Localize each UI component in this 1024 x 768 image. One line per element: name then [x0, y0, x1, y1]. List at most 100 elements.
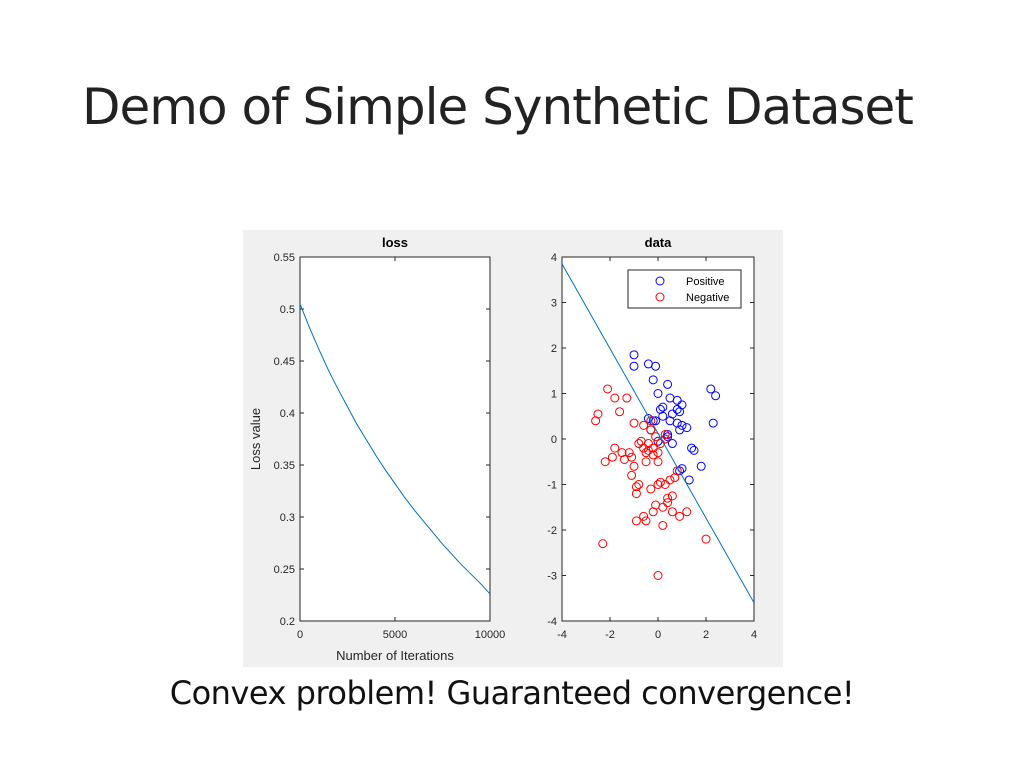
positive-point	[677, 420, 687, 430]
loss-ticks: 0 5000 10000 0.2 0.25 0.3 0.35 0.4 0.45 0.5 0.55	[274, 252, 506, 641]
loss-ytick-label: 0.35	[274, 460, 295, 472]
positive-point	[687, 443, 697, 453]
data-ytick-label: -4	[547, 616, 557, 628]
negative-point	[682, 507, 692, 517]
negative-point	[641, 448, 651, 458]
negative-point	[670, 473, 680, 483]
loss-ytick-label: 0.55	[274, 252, 295, 264]
negative-point	[600, 457, 610, 467]
data-ytick-label: -3	[547, 571, 557, 583]
negative-point	[658, 520, 668, 530]
data-ytick-label: 1	[551, 389, 557, 401]
negative-point	[629, 461, 639, 471]
negative-point	[667, 507, 677, 517]
loss-xtick-label: 10000	[475, 629, 506, 641]
legend: Positive Negative	[627, 269, 742, 309]
negative-point	[639, 511, 649, 521]
negative-point	[617, 448, 627, 458]
negative-point	[619, 454, 629, 464]
legend-negative-label: Negative	[686, 292, 729, 304]
negative-point	[631, 482, 641, 492]
loss-xlabel: Number of Iterations	[336, 648, 454, 663]
negative-point	[663, 493, 673, 503]
negative-point	[655, 439, 665, 449]
data-ticks: -4 -2 0 2 4 -4 -3 -2 -1 0 1 2 3 4	[547, 252, 757, 641]
negative-point	[639, 443, 649, 453]
legend-positive-label: Positive	[686, 276, 725, 288]
loss-ytick-label: 0.3	[280, 512, 295, 524]
negative-point	[646, 484, 656, 494]
negative-point	[648, 443, 658, 453]
loss-axes-box	[299, 256, 491, 622]
data-xtick-label: 4	[751, 629, 757, 641]
negative-point	[665, 475, 675, 485]
negative-point	[653, 448, 663, 458]
data-title: data	[645, 235, 673, 250]
loss-title: loss	[382, 235, 408, 250]
negative-point	[641, 457, 651, 467]
data-axes-box	[561, 256, 755, 622]
negative-point	[634, 480, 644, 489]
negative-point	[624, 448, 634, 458]
negative-point	[631, 489, 641, 499]
negative-point	[629, 418, 639, 428]
loss-ytick-label: 0.2	[280, 616, 295, 628]
negative-point	[643, 445, 653, 455]
negative-point	[648, 507, 658, 517]
negative-point	[667, 491, 677, 501]
legend-box	[627, 269, 742, 309]
positive-point	[684, 475, 694, 485]
data-xtick-label: -2	[605, 629, 615, 641]
figure-canvas: loss Number of Iterations Loss value 0 50…	[248, 235, 757, 663]
positive-point	[629, 350, 639, 360]
positive-point	[711, 391, 721, 401]
negative-point	[655, 477, 665, 487]
positive-point	[665, 393, 675, 403]
negative-point	[610, 443, 620, 453]
slide-caption: Convex problem! Guaranteed convergence!	[169, 674, 855, 712]
positive-point	[653, 389, 663, 398]
loss-plot: loss Number of Iterations Loss value 0 50…	[248, 235, 505, 663]
data-plot: data -4 -2 0 2 4 -4 -3 -2 -1 0 1 2 3 4 Positive Negat…	[547, 235, 757, 641]
data-ytick-label: -1	[547, 480, 557, 492]
data-ytick-label: -2	[547, 525, 557, 537]
negative-point	[660, 429, 670, 439]
positive-point	[663, 379, 673, 389]
positive-point	[672, 404, 682, 414]
negative-point	[631, 516, 641, 526]
positive-point	[658, 411, 668, 421]
positive-point	[648, 375, 658, 385]
loss-ytick-label: 0.45	[274, 356, 295, 368]
negative-point	[627, 470, 637, 480]
data-xtick-label: 2	[703, 629, 709, 641]
data-ytick-label: 3	[551, 298, 557, 310]
positive-point	[677, 400, 687, 410]
positive-point	[706, 384, 716, 394]
data-ytick-label: 4	[551, 252, 557, 264]
positive-point	[658, 402, 668, 412]
positive-point	[708, 418, 718, 428]
data-xtick-label: -4	[557, 629, 567, 641]
slide-title: Demo of Simple Synthetic Dataset	[82, 78, 914, 136]
loss-xtick-label: 0	[297, 629, 303, 641]
negative-point	[610, 393, 620, 403]
negative-point	[634, 439, 644, 449]
loss-ytick-label: 0.5	[280, 304, 295, 316]
negative-point	[653, 480, 663, 489]
positive-point	[651, 361, 661, 371]
decision-boundary-line	[561, 263, 755, 604]
negative-point	[641, 516, 651, 526]
negative-point	[663, 498, 673, 508]
positive-point	[675, 425, 685, 435]
loss-xtick-label: 5000	[383, 629, 407, 641]
negative-point	[636, 436, 646, 446]
positive-point	[696, 461, 706, 471]
positive-point	[667, 439, 677, 449]
positive-point	[689, 445, 699, 455]
loss-series-line	[299, 303, 491, 595]
negative-point	[603, 384, 613, 394]
positive-point	[675, 466, 685, 476]
loss-ytick-label: 0.4	[280, 408, 295, 420]
data-xtick-label: 0	[655, 629, 661, 641]
negative-point	[615, 407, 625, 417]
